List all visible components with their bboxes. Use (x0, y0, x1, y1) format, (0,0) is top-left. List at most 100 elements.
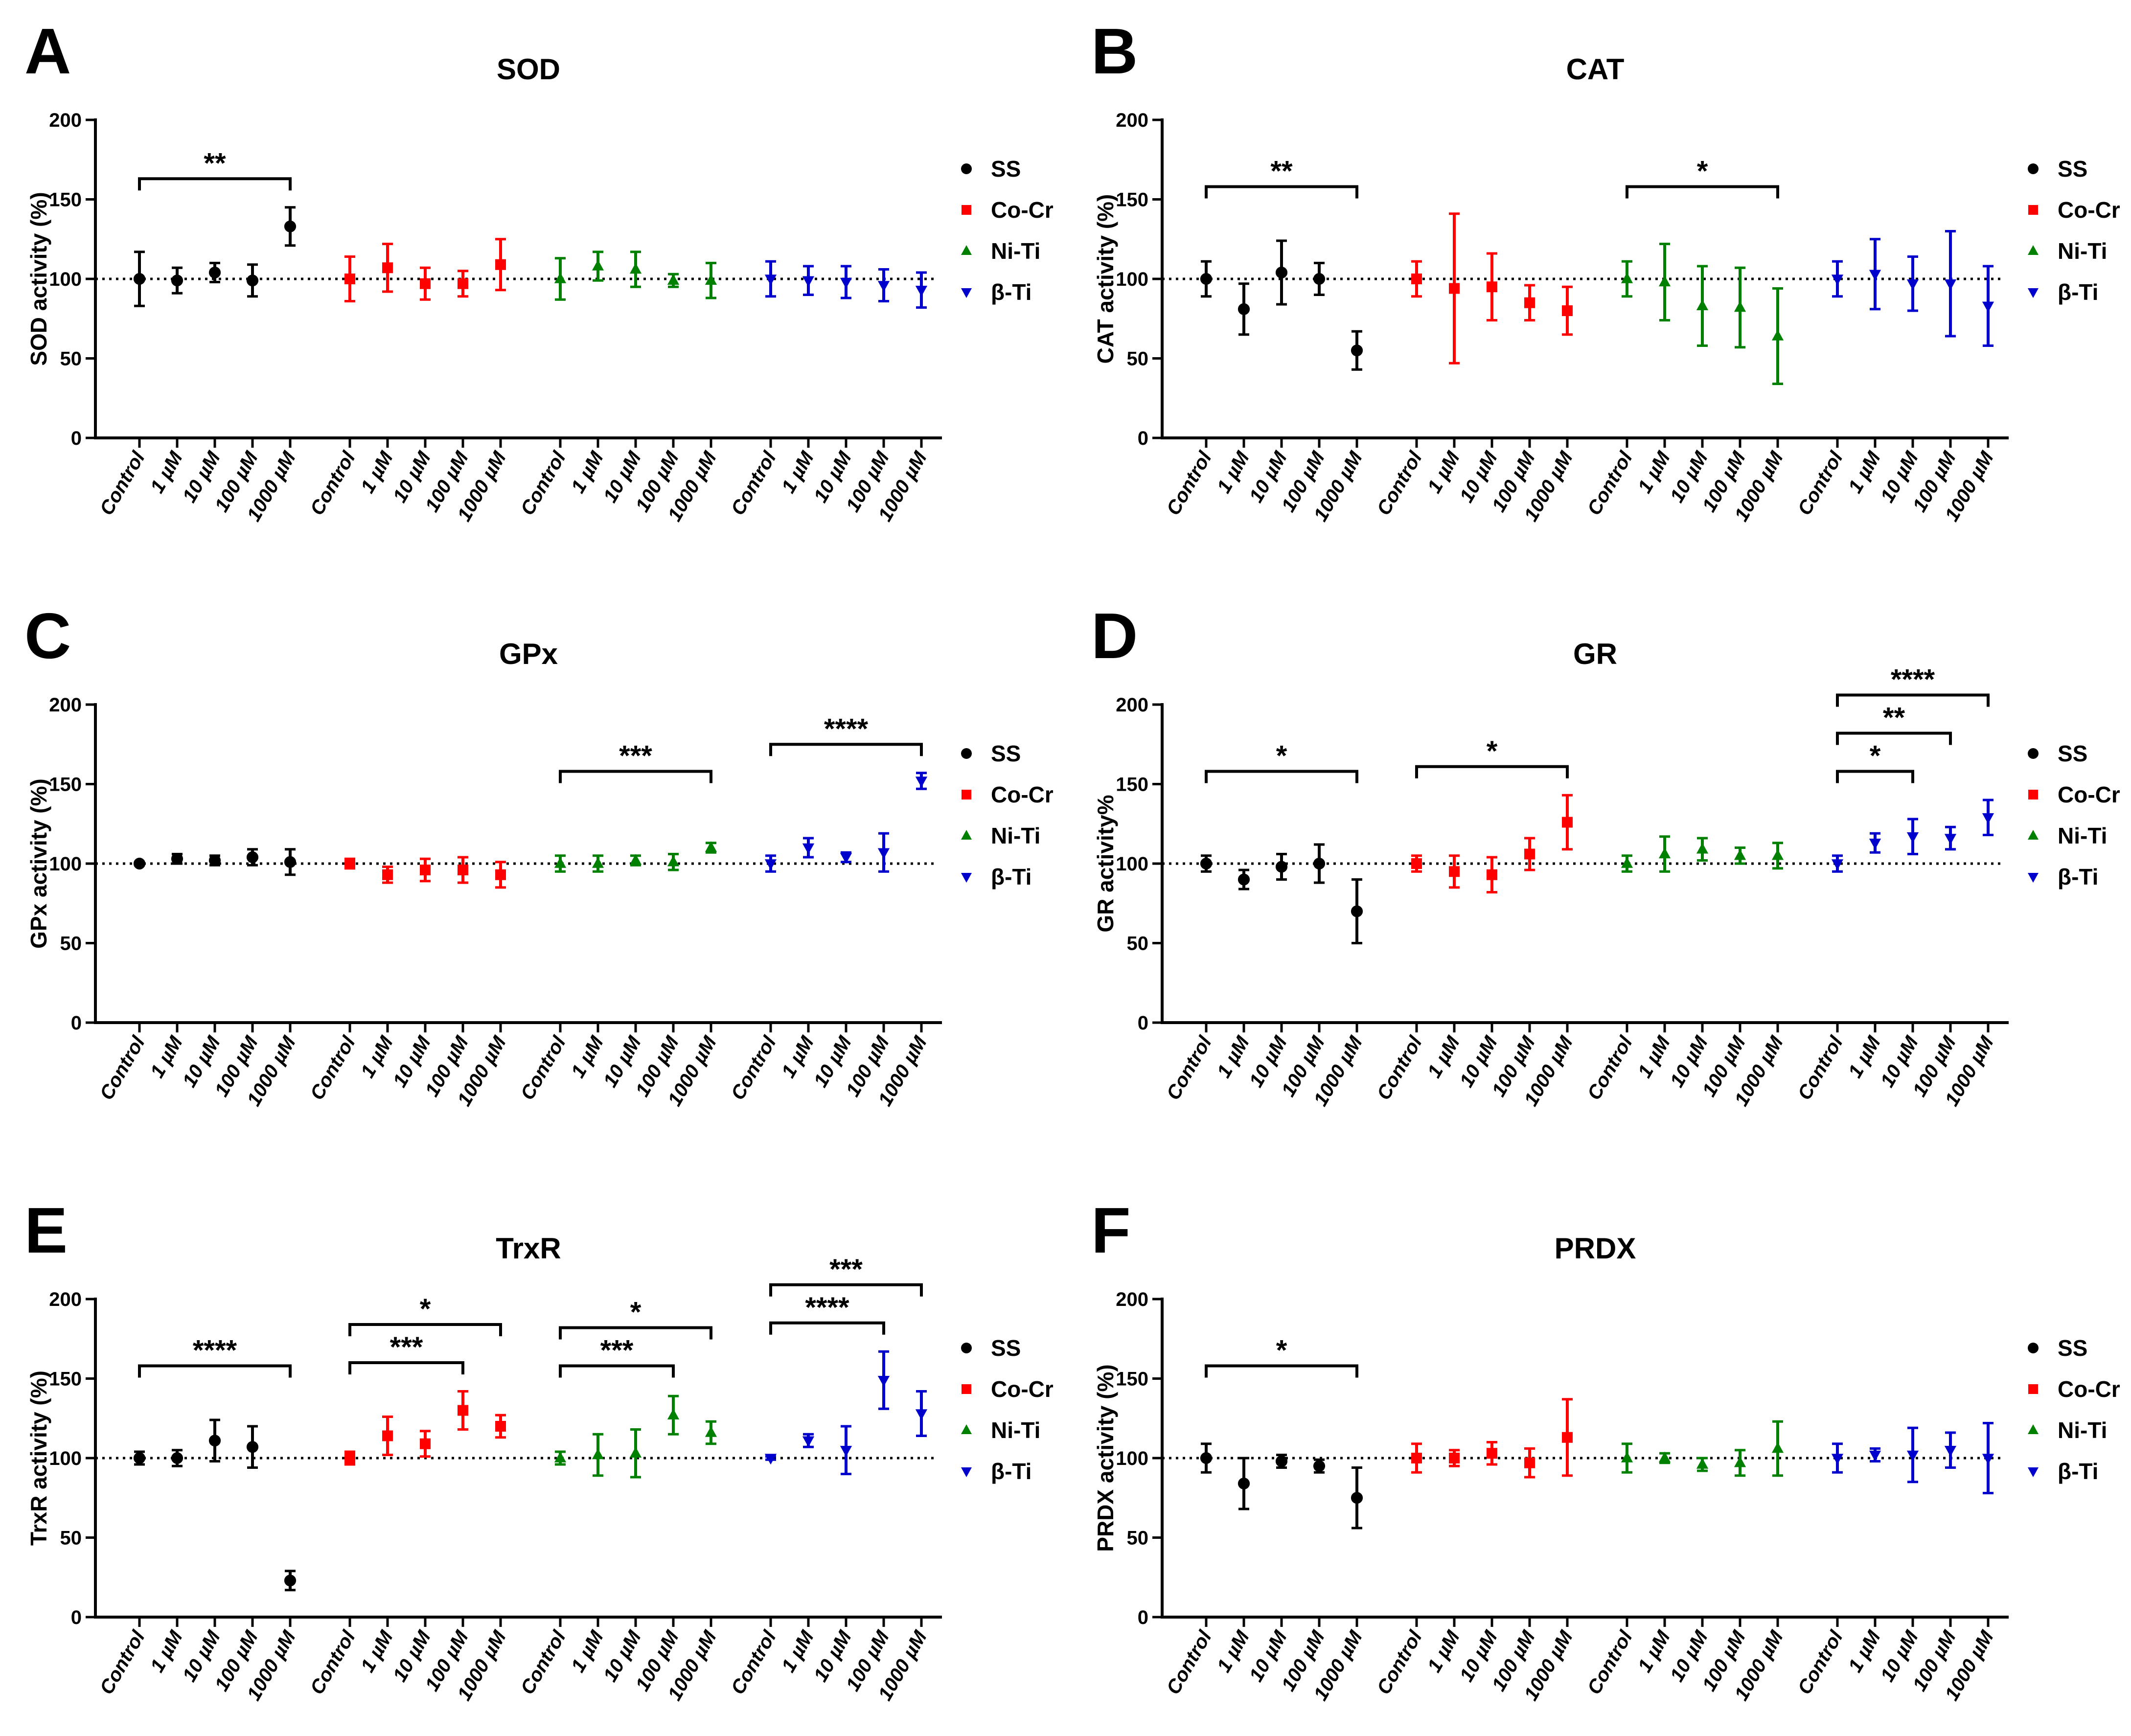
x-tick-label: 1 µM (778, 1032, 819, 1081)
legend-marker-square-icon (2028, 790, 2038, 799)
legend-label: SS (2058, 1335, 2087, 1361)
legend-marker-circle-icon (961, 748, 972, 759)
significance-stars: ** (1883, 702, 1905, 734)
significance-bracket (1205, 770, 1358, 783)
significance-stars: ** (204, 147, 226, 179)
legend-marker-triangle-up-icon (961, 1424, 972, 1434)
legend-label: SS (991, 156, 1021, 182)
y-axis-label: TrxR activity (%) (26, 1371, 51, 1546)
data-point (458, 278, 468, 289)
legend-label: Ni-Ti (991, 238, 1040, 264)
x-tick-label: 1 µM (146, 1032, 187, 1081)
data-point (554, 1451, 567, 1462)
legend-marker-square-icon (962, 1384, 971, 1394)
significance-stars: *** (829, 1254, 863, 1285)
x-tick-label: 1 µM (778, 447, 819, 497)
legend-label: Co-Cr (2058, 197, 2120, 223)
data-point (284, 1575, 297, 1587)
x-tick-label: Control (517, 1032, 571, 1104)
data-point (705, 841, 717, 852)
data-point (1831, 859, 1844, 870)
y-tick-label: 50 (60, 1528, 82, 1549)
legend-marker-square-icon (962, 790, 971, 799)
legend-label: β-Ti (991, 864, 1031, 890)
x-tick-label: 1 µM (1634, 1626, 1675, 1676)
data-point (1944, 279, 1957, 290)
x-tick-label: Control (1163, 448, 1216, 519)
legend-label: Co-Cr (2058, 1376, 2120, 1402)
data-point (1200, 1452, 1213, 1464)
x-tick-label: Control (517, 1627, 571, 1698)
significance-stars: ** (1270, 156, 1293, 187)
data-point (208, 854, 221, 867)
data-point (1524, 848, 1535, 860)
data-point (592, 1448, 604, 1460)
legend-marker-triangle-up-icon (961, 830, 972, 840)
significance-stars: * (1870, 740, 1881, 772)
data-point (495, 869, 506, 880)
data-point (1313, 1460, 1326, 1472)
data-point (1200, 857, 1213, 870)
x-tick-label: 1 µM (778, 1626, 819, 1676)
y-tick-label: 50 (60, 933, 82, 955)
y-tick-label: 100 (1116, 269, 1148, 290)
legend-marker-triangle-up-icon (2028, 830, 2039, 840)
y-tick-label: 100 (49, 853, 82, 875)
panel-letter: C (24, 600, 71, 672)
data-point (1771, 849, 1784, 860)
y-tick-label: 50 (60, 348, 82, 370)
data-point (1351, 905, 1363, 917)
y-axis-label: GPx activity (%) (26, 778, 51, 949)
data-point (1906, 832, 1919, 843)
significance-stars: **** (193, 1335, 237, 1367)
panel-f: F PRDX PRDX activity (%) 0 50 100 150 200 Contro… (1091, 1194, 2120, 1704)
data-point (344, 274, 355, 284)
data-point (629, 263, 642, 274)
legend-marker-triangle-down-icon (2028, 873, 2039, 883)
significance-bracket (769, 743, 923, 756)
legend-marker-square-icon (2028, 1384, 2038, 1394)
data-point (1487, 281, 1497, 293)
legend-label: Ni-Ti (991, 1417, 1040, 1443)
x-tick-label: 1 µM (567, 447, 608, 497)
y-tick-label: 100 (49, 1448, 82, 1469)
data-point (1449, 1453, 1460, 1463)
significance-stars: * (1697, 156, 1708, 187)
data-point (1771, 1442, 1784, 1453)
significance-bracket (769, 1321, 885, 1335)
data-point (1237, 873, 1250, 886)
data-point (840, 277, 852, 289)
y-tick-label: 100 (49, 269, 82, 290)
data-point (1831, 274, 1844, 286)
data-point (1982, 813, 1994, 824)
data-point (1734, 1456, 1746, 1467)
y-tick-label: 0 (1138, 428, 1148, 449)
y-axis-label: CAT activity (%) (1093, 194, 1118, 364)
x-tick-label: 1 µM (357, 1032, 398, 1081)
significance-bracket (138, 1364, 292, 1378)
data-point (1982, 1454, 1994, 1465)
panel-title: SOD (497, 53, 560, 86)
x-tick-label: 1 µM (1634, 447, 1675, 497)
legend-label: Co-Cr (2058, 782, 2120, 807)
x-tick-label: Control (727, 448, 781, 519)
legend-marker-circle-icon (2028, 163, 2039, 174)
significance-bracket (1415, 765, 1569, 778)
significance-bracket (769, 1283, 923, 1297)
legend-label: Ni-Ti (2058, 238, 2107, 264)
data-point (705, 1426, 717, 1437)
data-point (1906, 279, 1919, 290)
data-point (877, 1375, 890, 1387)
x-tick-label: Control (96, 1627, 150, 1698)
y-tick-label: 50 (1127, 348, 1149, 370)
significance-stars: *** (619, 740, 652, 772)
y-tick-label: 100 (1116, 1448, 1148, 1469)
x-tick-label: Control (96, 1032, 150, 1104)
y-tick-label: 200 (1116, 110, 1148, 131)
data-point (420, 278, 431, 289)
data-point (1562, 1432, 1573, 1443)
data-point (1237, 303, 1250, 315)
x-tick-label: Control (1794, 448, 1848, 519)
